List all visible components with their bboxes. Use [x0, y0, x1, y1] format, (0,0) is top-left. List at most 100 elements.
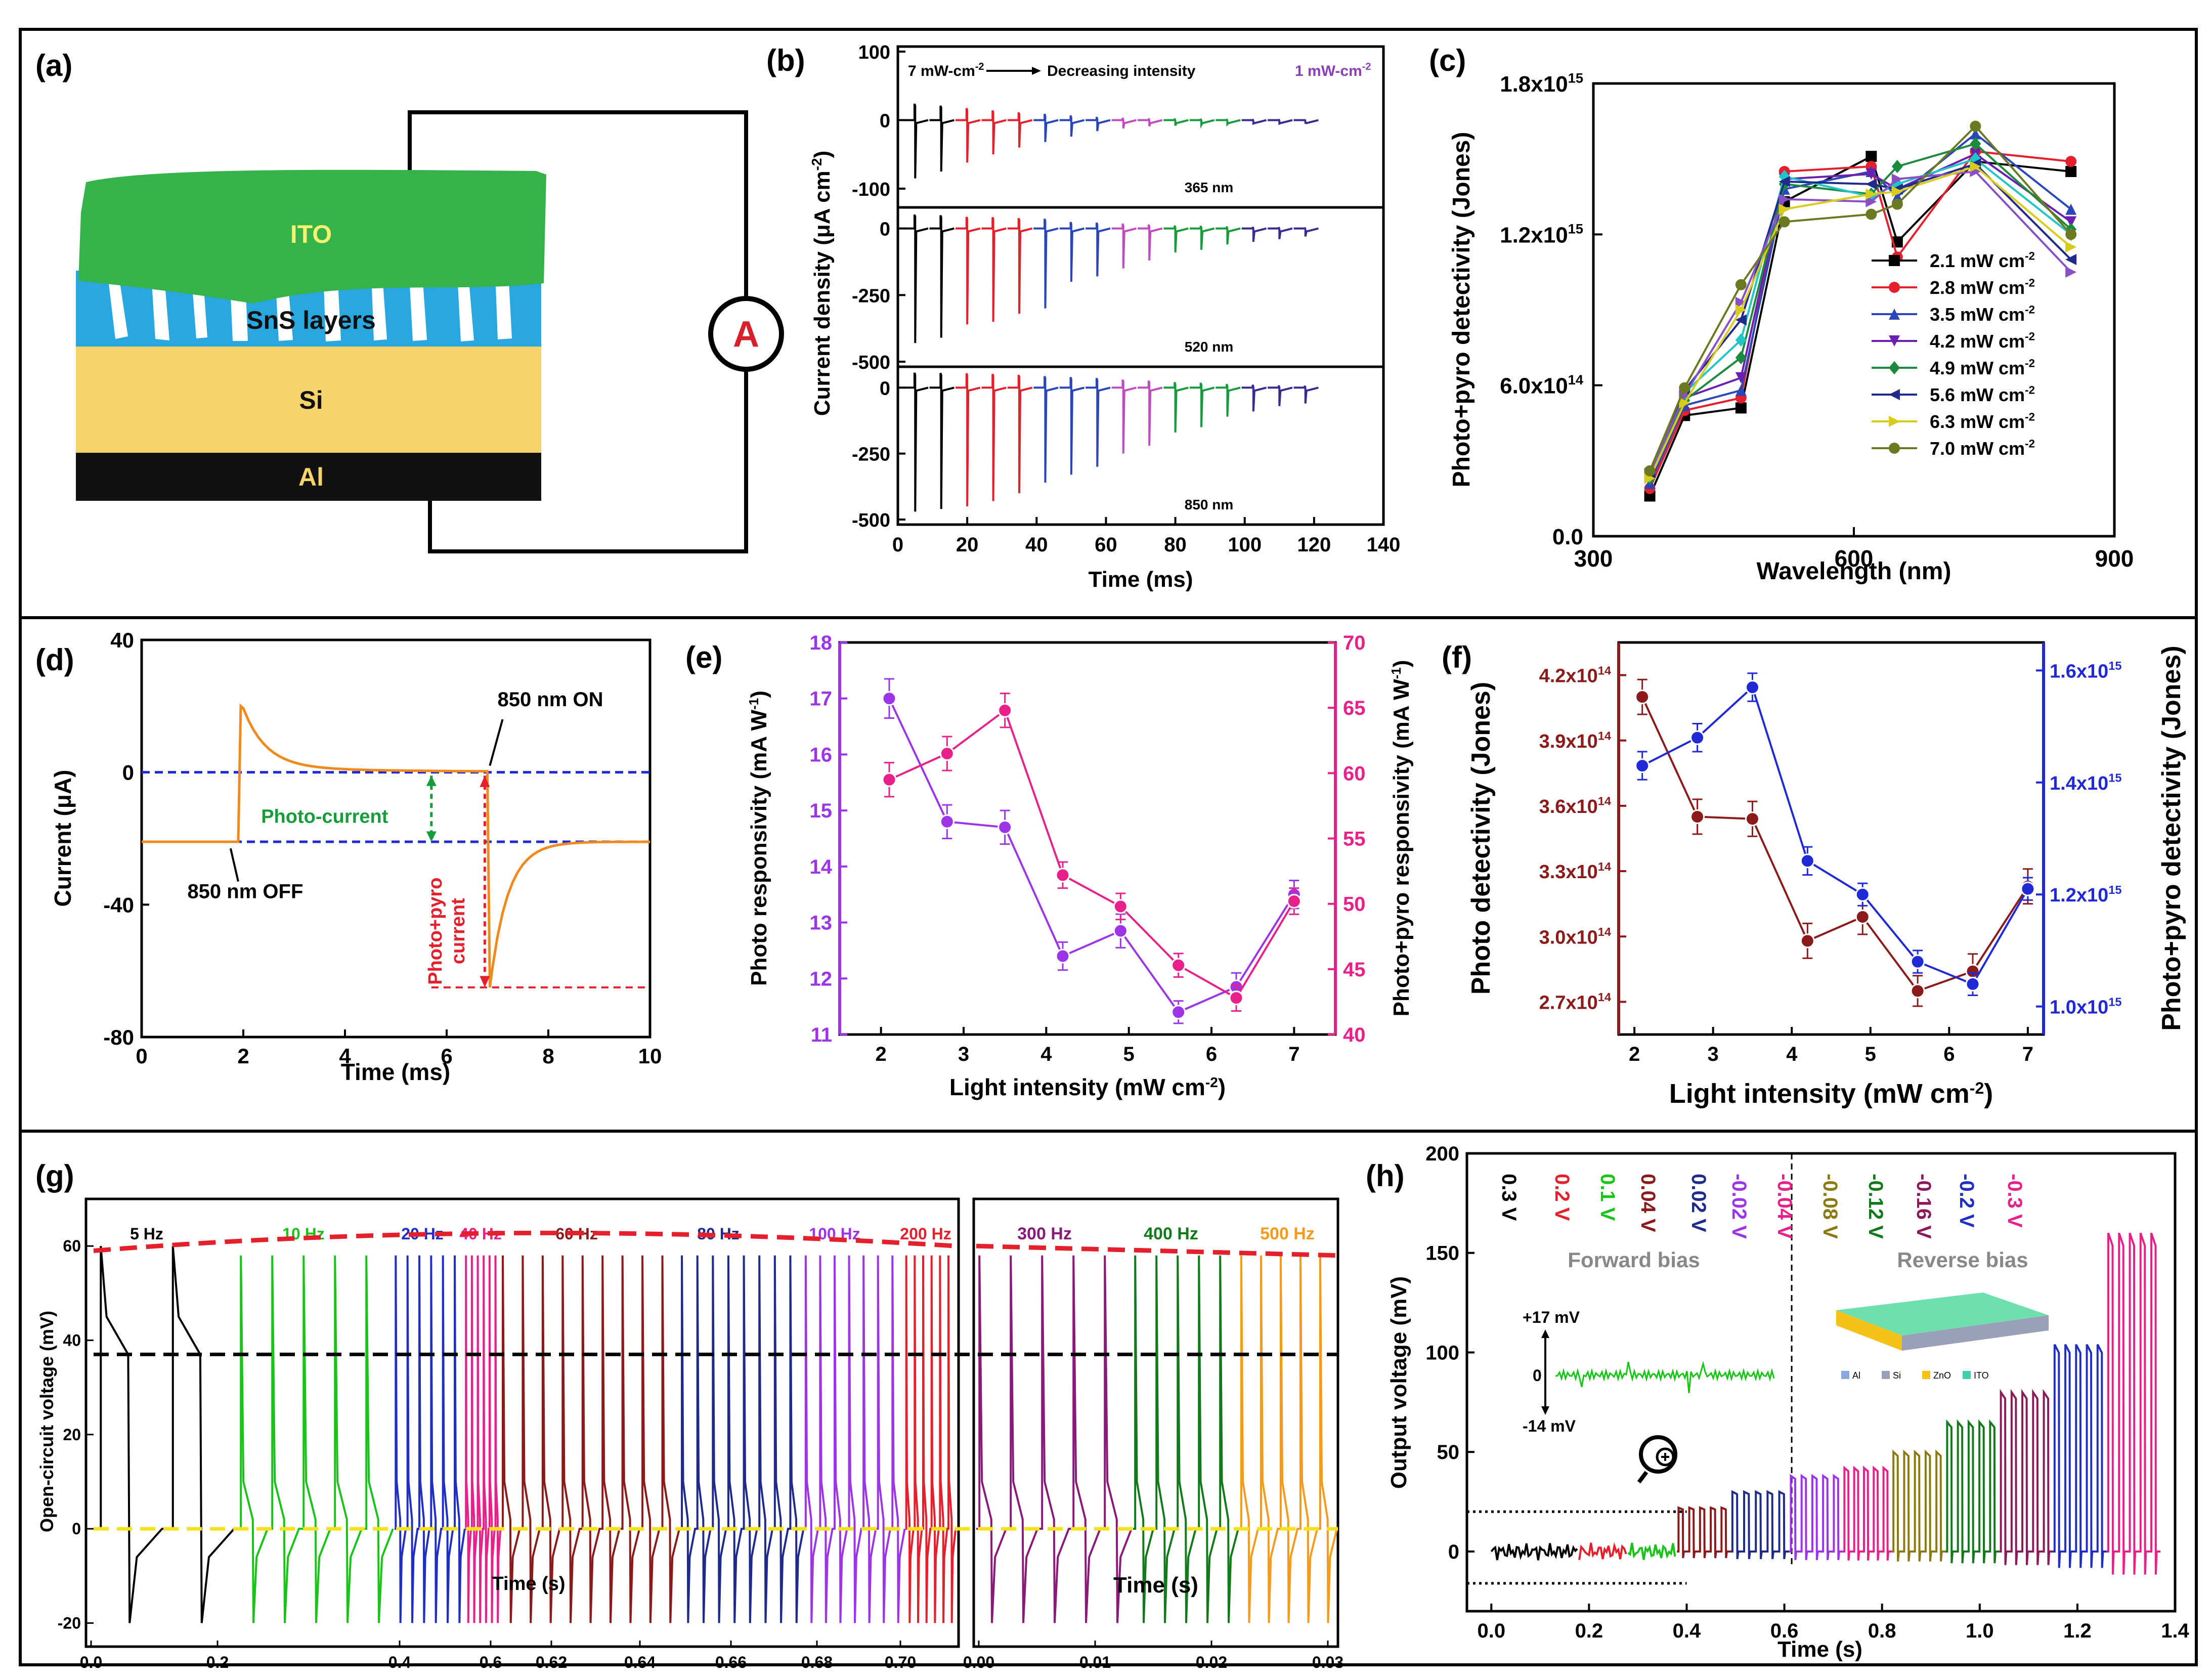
c-legend-marker [1889, 255, 1900, 266]
g-xtick-label: 0.0 [80, 1653, 102, 1671]
g-freq-label-right: 400 Hz [1144, 1224, 1198, 1243]
f-point [1910, 954, 1925, 969]
g-xtick-label: 0.68 [801, 1653, 833, 1671]
c-series-line [1649, 157, 2072, 477]
c-series-line [1649, 124, 2072, 471]
si-layer [76, 347, 541, 453]
c-marker [1735, 333, 1747, 347]
ammeter-icon [708, 296, 784, 372]
h-legend-swatch [1922, 1371, 1930, 1379]
b-spike [1241, 384, 1267, 412]
b-spike [1059, 376, 1085, 475]
e-xtick-label: 2 [876, 1043, 887, 1065]
f-ytick-left-label: 4.2x1014 [1539, 664, 1611, 686]
panel-d-ticks: 0 2 4 6 8 10 40 0 -40 -80 [103, 628, 662, 1068]
b-note-mid: Decreasing intensity [1047, 63, 1196, 79]
h-xtick-label: 0.4 [1673, 1620, 1701, 1642]
g-xtick-right-label: 0.00 [963, 1653, 994, 1671]
panel-h-label: (h) [1366, 1159, 1405, 1193]
panel-d-frame [140, 638, 652, 1039]
b-ylabel: Current density (μA cm-2) [809, 151, 835, 416]
h-xtick-label: 0.6 [1770, 1620, 1799, 1642]
g-freq-label-right: 300 Hz [1017, 1224, 1072, 1243]
b-spike [1163, 381, 1189, 433]
e-ytick-right-label: 60 [1343, 762, 1366, 785]
h-bias-label: 0.1 V [1596, 1174, 1619, 1221]
f-xtick-label: 5 [1865, 1043, 1876, 1065]
d-ylabel: Current (μA) [50, 770, 76, 907]
h-ytick-label: 200 [1425, 1143, 1459, 1165]
h-ylabel: Output voltage (mV) [1386, 1276, 1411, 1489]
e-point [1229, 990, 1244, 1006]
f-xtick-label: 4 [1786, 1043, 1798, 1065]
g-pulse-train [804, 1255, 906, 1623]
c-marker [1735, 304, 1747, 316]
e-xtick-label: 3 [958, 1043, 969, 1065]
d-ytick-label: -40 [103, 893, 134, 917]
f-ytick-right-label: 1.0x1015 [2050, 995, 2121, 1018]
panel-g: (g) 5 Hz 10 Hz 20 Hz 40 Hz 60 Hz 80 Hz 100 Hz 2… [35, 1159, 1343, 1671]
row3-frame [19, 1130, 2198, 1666]
panel-f-frame [1617, 641, 2045, 1036]
f-ytick-right-label: 1.6x1015 [2050, 659, 2121, 682]
panel-e-label: (e) [685, 640, 722, 674]
b-ytick-label: -250 [852, 285, 890, 307]
e-xlabel: Light intensity (mW cm-2) [949, 1074, 1226, 1100]
f-ytick-left-label: 3.6x1014 [1539, 795, 1611, 817]
panel-g-frame-left [84, 1197, 960, 1648]
h-legend-swatch [1963, 1371, 1971, 1379]
panel-h-ticks: 0.0 0.2 0.4 0.6 0.8 1.0 1.2 1.4 0 50 100 150 200 [1425, 1143, 2189, 1642]
panel-b-traces [903, 103, 1319, 512]
f-point [1855, 887, 1870, 902]
c-marker [1866, 196, 1877, 207]
h-bias-label: -0.2 V [1956, 1174, 1978, 1228]
f-point [1855, 910, 1870, 924]
panel-b-frame [896, 45, 1385, 526]
panel-e: (e) 2 3 4 5 6 7111213141516171840455055606570… [685, 632, 1414, 1100]
b-note-left: 7 mW-cm-2 [908, 61, 984, 79]
h-forward-label: Forward bias [1568, 1248, 1700, 1272]
f-series-line [1641, 696, 2029, 993]
g-xtick-label: 0.62 [536, 1653, 567, 1671]
h-segment-trace [1677, 1506, 1731, 1559]
d-xtick-label: 2 [237, 1044, 249, 1068]
panel-g-ticks: 60 40 20 0 -20 0.0 0.2 0.4 0.6 0.62 0.64 0.66 0.68 0.… [58, 1237, 1343, 1671]
e-point [1113, 923, 1128, 938]
c-xlabel: Wavelength (nm) [1757, 558, 1951, 585]
h-xtick-label: 0.2 [1575, 1620, 1603, 1642]
f-point [1635, 690, 1650, 705]
b-spike [1189, 382, 1215, 427]
b-spike [1189, 225, 1215, 250]
h-ytick-label: 50 [1437, 1441, 1460, 1463]
e-ytick-left-label: 12 [810, 968, 833, 990]
h-segment-trace [1578, 1542, 1627, 1560]
b-ytick-label: 100 [858, 42, 890, 63]
f-ylabel-left: Photo detectivity (Jones) [1466, 682, 1496, 995]
f-ytick-right-label: 1.2x1015 [2050, 883, 2121, 906]
zoom-in-icon-handle [1637, 1471, 1649, 1484]
d-xtick-label: 6 [441, 1044, 452, 1068]
panel-g-plot: 5 Hz 10 Hz 20 Hz 40 Hz 60 Hz 80 Hz 100 Hz 200 H… [93, 1224, 1338, 1623]
c-marker [1735, 402, 1747, 414]
b-spike [956, 217, 981, 325]
c-legend-marker [1889, 335, 1900, 347]
d-pyro-arrowhead-down [480, 976, 490, 987]
panel-c-series [1644, 120, 2077, 502]
c-series-line [1649, 170, 2072, 474]
h-ytick-label: 100 [1425, 1342, 1459, 1364]
h-bias-label: -0.08 V [1819, 1174, 1841, 1239]
c-legend-label: 6.3 mW cm-2 [1930, 411, 2035, 432]
ito-label: ITO [290, 220, 332, 248]
c-marker [2065, 156, 2077, 167]
b-ytick-label: -100 [852, 179, 890, 200]
b-xtick-label: 100 [1228, 534, 1262, 556]
c-marker [2065, 166, 2077, 178]
f-xlabel: Light intensity (mW cm-2) [1669, 1079, 1993, 1109]
e-series-line [889, 709, 1295, 1000]
b-spike [1268, 227, 1293, 239]
b-spike [981, 373, 1007, 501]
e-point [1171, 958, 1186, 973]
g-xtick-label: 0.6 [480, 1653, 502, 1671]
h-xtick-label: 0.8 [1868, 1620, 1896, 1642]
